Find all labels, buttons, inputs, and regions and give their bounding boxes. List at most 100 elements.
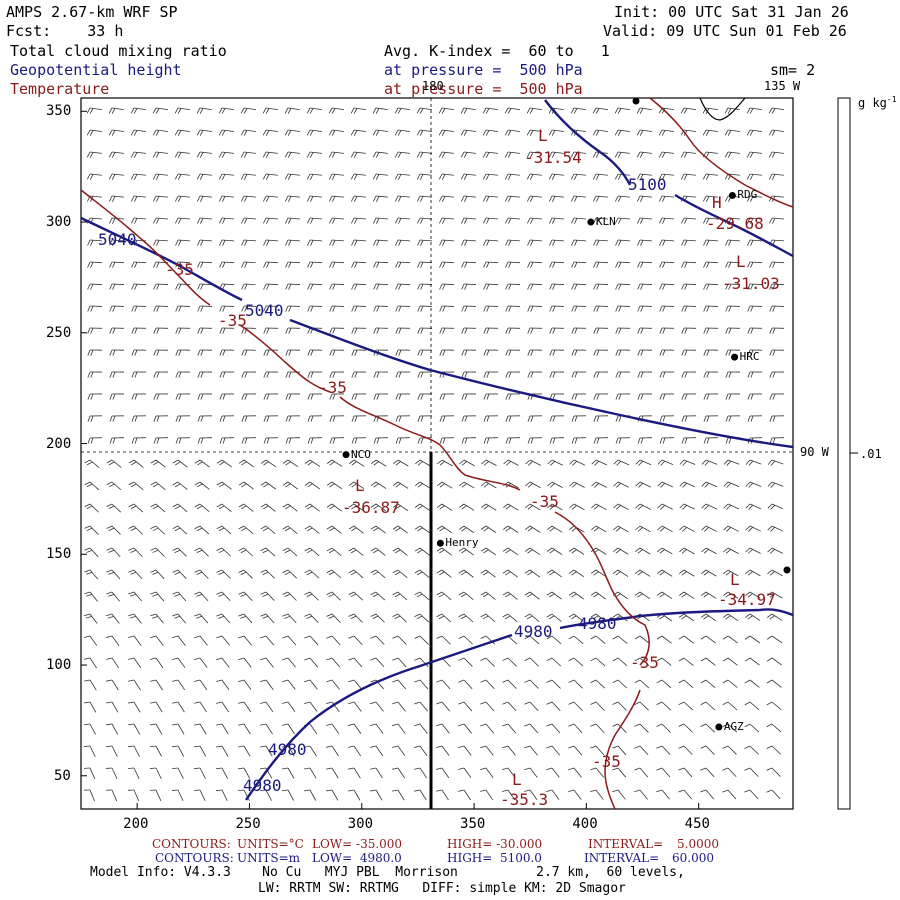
valid-time: Valid: 09 UTC Sun 01 Feb 26 [603, 22, 847, 40]
wind-barb [304, 591, 319, 601]
wind-barb [260, 679, 274, 690]
wind-barb [459, 459, 475, 467]
wind-barb [459, 481, 475, 489]
wind-barb [680, 173, 696, 180]
wind-barb [437, 459, 453, 467]
wind-barb [219, 195, 234, 202]
wind-barb [131, 305, 147, 312]
wind-barb [700, 789, 715, 800]
wind-barb [612, 657, 628, 667]
wind-barb [284, 173, 300, 180]
wind-barb [150, 723, 163, 735]
wind-barb [458, 767, 472, 779]
wind-barb [304, 547, 320, 557]
wind-barb [196, 151, 212, 158]
wind-barb [549, 217, 564, 224]
wind-barb [194, 591, 209, 602]
wind-barb [767, 525, 784, 532]
wind-barb [394, 151, 410, 158]
extremum-type-5: L [730, 570, 740, 589]
wind-barb [304, 679, 318, 690]
temperature-label-3: -35 [318, 378, 347, 397]
wind-barb [83, 789, 95, 802]
height-label-5040: 5040 [245, 301, 284, 320]
wind-barb [285, 239, 300, 246]
wind-barb [568, 591, 584, 600]
wind-barb [196, 107, 212, 114]
wind-barb [703, 283, 719, 290]
wind-barb [128, 679, 141, 691]
wind-barb [282, 767, 295, 779]
wind-barb [348, 701, 362, 712]
wind-barb [659, 349, 675, 356]
wind-barb [746, 173, 762, 180]
longitude-label-180: 180 [422, 79, 444, 93]
x-tick-label: 200 [123, 816, 149, 832]
wind-barb [524, 789, 538, 801]
wind-barb [483, 415, 499, 422]
wind-barb [370, 503, 387, 512]
wind-barb [172, 459, 188, 468]
wind-barb [216, 591, 231, 602]
wind-barb [591, 525, 607, 533]
footer-model-info: Model Info: V4.3.3 No Cu MYJ PBL Morriso… [90, 865, 685, 880]
wind-barb [701, 569, 717, 577]
wind-barb [260, 569, 275, 579]
wind-barb [657, 547, 673, 555]
wind-barb [260, 745, 273, 757]
wind-barb [636, 173, 652, 180]
wind-barb [417, 217, 432, 224]
wind-barb [505, 217, 520, 224]
wind-barb [351, 349, 367, 356]
wind-barb [615, 195, 630, 202]
wind-barb [634, 679, 650, 689]
wind-barb [766, 745, 781, 755]
wind-barb [634, 723, 649, 733]
wind-barb [348, 767, 361, 779]
wind-barb [461, 305, 477, 312]
wind-barb [259, 789, 272, 801]
wind-barb [284, 129, 300, 136]
wind-barb [238, 591, 253, 601]
wind-barb [612, 701, 627, 711]
wind-barb [591, 503, 607, 511]
wind-barb [105, 745, 118, 757]
wind-barb [153, 217, 168, 224]
wind-barb [681, 371, 697, 378]
wind-barb [746, 129, 762, 136]
wind-barb [568, 569, 585, 578]
wind-barb [304, 789, 317, 801]
wind-barb [546, 569, 563, 578]
wind-barb [766, 679, 782, 688]
wind-barb [304, 701, 318, 712]
wind-barb [637, 283, 653, 290]
wind-barb [131, 415, 147, 422]
station-label-agz: AGZ [723, 720, 744, 734]
wind-barb [659, 437, 675, 444]
wind-barb [348, 745, 362, 757]
wind-barb [527, 305, 543, 312]
wind-barb [131, 283, 147, 290]
wind-barb [392, 701, 406, 712]
wind-barb [417, 195, 432, 202]
wind-barb [568, 679, 583, 689]
wind-barb [504, 151, 520, 158]
wind-barb [87, 327, 103, 334]
wind-barb [263, 305, 279, 312]
wind-barb [768, 151, 784, 158]
wind-barb [194, 679, 208, 691]
temperature-contour-central [339, 396, 521, 491]
wind-barb [505, 437, 521, 444]
wind-barb [197, 415, 213, 422]
wind-barb [439, 283, 455, 290]
wind-barb [263, 261, 279, 268]
wind-barb [615, 283, 631, 290]
wind-barb [329, 371, 345, 378]
wind-barb [238, 503, 254, 512]
wind-barb [260, 481, 276, 490]
wind-barb [172, 745, 185, 757]
footer-model-info-physics: LW: RRTM SW: RRTMG DIFF: simple KM: 2D S… [258, 881, 626, 896]
wind-barb [370, 723, 384, 734]
wind-barb [439, 349, 455, 356]
y-axis-ticks [81, 110, 87, 777]
